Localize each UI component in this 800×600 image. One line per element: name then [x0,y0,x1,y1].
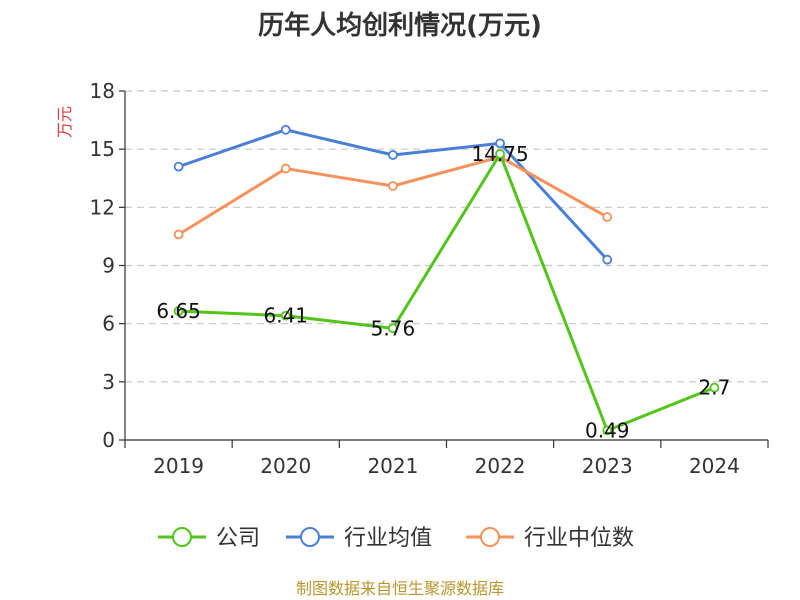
series-line-2 [177,155,608,236]
data-point[interactable] [388,181,398,191]
axes [119,90,769,448]
data-point[interactable] [173,229,184,240]
data-label: 0.49 [585,418,630,442]
y-ticks: 0 3 6 9 12 15 18 [90,79,115,452]
series-line-0 [178,152,715,432]
series-group [173,124,720,436]
y-tick-label: 9 [102,254,115,278]
x-tick-label: 2022 [475,454,526,478]
legend-label: 行业中位数 [524,526,634,551]
x-tick-label: 2020 [260,454,311,478]
data-point[interactable] [280,163,291,174]
data-point[interactable] [388,323,398,334]
y-tick-label: 15 [90,137,115,161]
data-point[interactable] [709,382,720,393]
x-tick-label: 2021 [367,454,418,478]
y-tick-label: 12 [90,195,115,219]
legend-item-1[interactable]: 行业均值 [286,526,432,551]
data-point[interactable] [280,310,291,321]
data-label: 5.76 [371,316,416,340]
legend-marker [172,527,192,547]
data-point[interactable] [173,306,184,316]
chart-title: 历年人均创利情况(万元) [258,10,542,41]
legend-marker [480,527,500,547]
legend-item-2[interactable]: 行业中位数 [466,526,634,551]
data-labels: 6.65 6.41 5.76 14.75 0.49 2.7 [156,142,730,442]
legend-marker [300,527,320,547]
data-point[interactable] [602,212,613,222]
data-label: 6.65 [156,299,201,323]
y-axis-label: 万元 [55,106,74,138]
data-point[interactable] [280,124,291,135]
data-label: 2.7 [699,376,731,400]
y-tick-label: 0 [102,428,115,452]
data-point[interactable] [173,161,184,172]
x-tick-label: 2024 [689,454,740,478]
data-point[interactable] [602,254,613,265]
x-tick-label: 2023 [582,454,633,478]
grid-lines [125,90,768,383]
legend-label: 行业均值 [344,526,432,551]
y-tick-label: 6 [102,312,115,336]
data-point[interactable] [388,150,398,160]
legend[interactable]: 公司 行业均值 行业中位数 [158,526,634,551]
data-label: 6.41 [263,304,308,328]
legend-item-0[interactable]: 公司 [158,526,260,551]
x-ticks: 2019 2020 2021 2022 2023 2024 [153,454,740,478]
y-tick-label: 18 [90,79,115,103]
data-point[interactable] [495,149,505,159]
data-point[interactable] [602,425,613,436]
x-tick-label: 2019 [153,454,204,478]
source-note: 制图数据来自恒生聚源数据库 [296,579,504,598]
legend-label: 公司 [216,526,260,551]
data-label: 14.75 [471,142,528,166]
data-point[interactable] [495,138,505,149]
y-tick-label: 3 [102,370,115,394]
